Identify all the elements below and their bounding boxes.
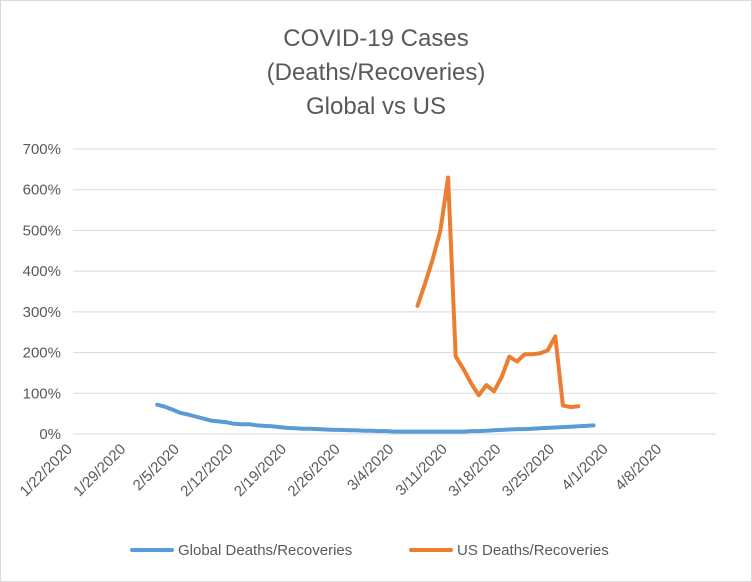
chart-title-line-1: COVID-19 Cases bbox=[283, 25, 469, 52]
legend-swatch-global bbox=[130, 548, 174, 552]
y-axis-tick-labels: 0% 100% 200% 300% 400% 500% 600% 700% bbox=[23, 141, 61, 443]
y-tick-label: 700% bbox=[23, 141, 61, 158]
x-tick-label: 3/18/2020 bbox=[445, 441, 504, 500]
x-tick-label: 2/26/2020 bbox=[285, 441, 344, 500]
gridlines bbox=[73, 148, 716, 435]
y-tick-label: 300% bbox=[23, 304, 61, 321]
series-lines bbox=[155, 175, 596, 434]
x-tick-label: 3/25/2020 bbox=[499, 441, 558, 500]
y-tick-label: 500% bbox=[23, 222, 61, 239]
x-tick-label: 1/22/2020 bbox=[17, 441, 76, 500]
y-tick-label: 400% bbox=[23, 263, 61, 280]
x-tick-label: 2/19/2020 bbox=[231, 441, 290, 500]
y-tick-label: 0% bbox=[39, 426, 61, 443]
y-tick-label: 100% bbox=[23, 385, 61, 402]
legend-label-global: Global Deaths/Recoveries bbox=[178, 541, 353, 559]
x-tick-label: 3/4/2020 bbox=[344, 441, 397, 494]
x-tick-label: 2/5/2020 bbox=[130, 441, 183, 494]
legend-item-global: Global Deaths/Recoveries bbox=[130, 538, 352, 562]
legend: Global Deaths/Recoveries US Deaths/Recov… bbox=[0, 538, 752, 562]
x-tick-label: 2/12/2020 bbox=[177, 441, 236, 500]
chart-title-line-2: (Deaths/Recoveries) bbox=[266, 59, 486, 86]
chart-title-line-3: Global vs US bbox=[305, 93, 447, 120]
x-tick-label: 4/1/2020 bbox=[558, 441, 611, 494]
legend-label-us: US Deaths/Recoveries bbox=[457, 541, 609, 559]
x-tick-label: 4/8/2020 bbox=[612, 441, 665, 494]
legend-swatch-us bbox=[409, 548, 453, 552]
y-tick-label: 200% bbox=[23, 345, 61, 362]
series-line-1 bbox=[415, 175, 581, 410]
x-tick-label: 1/29/2020 bbox=[70, 441, 129, 500]
y-tick-label: 600% bbox=[23, 182, 61, 199]
x-tick-label: 3/11/2020 bbox=[392, 441, 450, 499]
series-line-0 bbox=[155, 402, 596, 434]
legend-item-us: US Deaths/Recoveries bbox=[409, 538, 609, 562]
chart-title: COVID-19 Cases (Deaths/Recoveries) Globa… bbox=[0, 22, 752, 124]
